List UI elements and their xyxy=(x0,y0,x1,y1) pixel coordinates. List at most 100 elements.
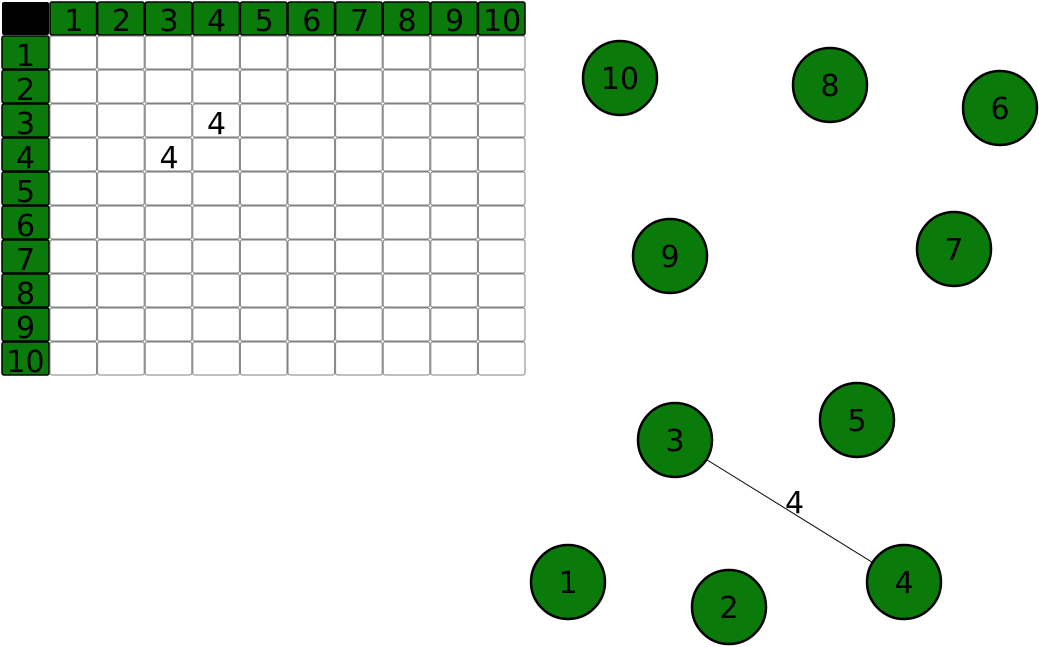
matrix-cell[interactable] xyxy=(239,35,288,70)
matrix-cell[interactable] xyxy=(97,137,145,172)
matrix-cell[interactable] xyxy=(335,137,383,172)
graph-node-10[interactable] xyxy=(581,39,659,117)
matrix-cell[interactable] xyxy=(192,171,240,206)
matrix-cell[interactable] xyxy=(97,239,145,274)
matrix-cell[interactable] xyxy=(97,103,145,138)
matrix-cell[interactable] xyxy=(97,273,145,308)
matrix-cell[interactable] xyxy=(192,35,240,70)
matrix-cell[interactable] xyxy=(430,69,478,104)
matrix-cell[interactable] xyxy=(335,103,383,138)
matrix-cell[interactable] xyxy=(239,239,288,274)
matrix-cell[interactable] xyxy=(287,137,336,172)
matrix-cell[interactable] xyxy=(382,273,431,308)
matrix-cell[interactable] xyxy=(97,307,145,342)
matrix-cell[interactable] xyxy=(382,35,431,70)
matrix-cell[interactable] xyxy=(144,273,193,308)
matrix-cell[interactable] xyxy=(144,205,193,240)
matrix-cell[interactable] xyxy=(287,171,336,206)
matrix-cell[interactable] xyxy=(144,69,193,104)
matrix-cell[interactable] xyxy=(144,239,193,274)
graph-node-2[interactable] xyxy=(690,568,768,646)
matrix-cell[interactable] xyxy=(49,69,98,104)
matrix-cell[interactable] xyxy=(49,239,98,274)
matrix-cell[interactable] xyxy=(49,307,98,342)
matrix-cell[interactable] xyxy=(430,307,478,342)
matrix-cell[interactable] xyxy=(192,239,240,274)
matrix-cell[interactable] xyxy=(239,273,288,308)
matrix-cell[interactable] xyxy=(477,307,526,342)
matrix-cell[interactable] xyxy=(49,103,98,138)
matrix-cell[interactable] xyxy=(97,171,145,206)
matrix-cell[interactable] xyxy=(144,307,193,342)
matrix-cell[interactable] xyxy=(239,137,288,172)
matrix-cell[interactable] xyxy=(287,69,336,104)
matrix-cell[interactable] xyxy=(192,307,240,342)
matrix-cell[interactable] xyxy=(335,307,383,342)
matrix-cell[interactable] xyxy=(382,239,431,274)
matrix-cell[interactable] xyxy=(144,137,193,172)
matrix-cell[interactable] xyxy=(382,307,431,342)
matrix-cell[interactable] xyxy=(192,137,240,172)
matrix-cell[interactable] xyxy=(144,171,193,206)
matrix-cell[interactable] xyxy=(430,171,478,206)
matrix-cell[interactable] xyxy=(49,137,98,172)
matrix-cell[interactable] xyxy=(287,35,336,70)
matrix-cell[interactable] xyxy=(382,103,431,138)
matrix-cell[interactable] xyxy=(477,205,526,240)
matrix-cell[interactable] xyxy=(97,69,145,104)
matrix-cell[interactable] xyxy=(144,35,193,70)
matrix-cell[interactable] xyxy=(477,35,526,70)
matrix-cell[interactable] xyxy=(477,273,526,308)
matrix-cell[interactable] xyxy=(477,103,526,138)
graph-node-8[interactable] xyxy=(791,46,869,124)
matrix-cell[interactable] xyxy=(49,35,98,70)
matrix-cell[interactable] xyxy=(382,171,431,206)
graph-node-5[interactable] xyxy=(818,381,896,459)
matrix-cell[interactable] xyxy=(477,137,526,172)
matrix-cell[interactable] xyxy=(335,171,383,206)
matrix-cell[interactable] xyxy=(335,69,383,104)
graph-node-6[interactable] xyxy=(961,69,1039,147)
matrix-cell[interactable] xyxy=(239,341,288,376)
matrix-cell[interactable] xyxy=(144,341,193,376)
matrix-cell[interactable] xyxy=(287,273,336,308)
matrix-cell[interactable] xyxy=(192,69,240,104)
matrix-cell[interactable] xyxy=(192,103,240,138)
matrix-cell[interactable] xyxy=(477,69,526,104)
graph-node-3[interactable] xyxy=(636,401,714,479)
graph-node-7[interactable] xyxy=(915,210,993,288)
matrix-cell[interactable] xyxy=(287,103,336,138)
matrix-cell[interactable] xyxy=(335,273,383,308)
matrix-cell[interactable] xyxy=(287,307,336,342)
graph-node-9[interactable] xyxy=(631,217,709,295)
matrix-cell[interactable] xyxy=(430,205,478,240)
matrix-cell[interactable] xyxy=(430,273,478,308)
matrix-cell[interactable] xyxy=(97,341,145,376)
matrix-cell[interactable] xyxy=(430,103,478,138)
matrix-cell[interactable] xyxy=(239,307,288,342)
graph-node-4[interactable] xyxy=(865,543,943,621)
matrix-cell[interactable] xyxy=(430,341,478,376)
matrix-cell[interactable] xyxy=(335,205,383,240)
matrix-cell[interactable] xyxy=(144,103,193,138)
matrix-cell[interactable] xyxy=(477,239,526,274)
matrix-cell[interactable] xyxy=(287,205,336,240)
matrix-cell[interactable] xyxy=(239,69,288,104)
graph-node-1[interactable] xyxy=(529,543,607,621)
matrix-cell[interactable] xyxy=(287,239,336,274)
matrix-cell[interactable] xyxy=(382,205,431,240)
matrix-cell[interactable] xyxy=(430,239,478,274)
matrix-cell[interactable] xyxy=(335,341,383,376)
matrix-cell[interactable] xyxy=(97,205,145,240)
matrix-cell[interactable] xyxy=(49,341,98,376)
matrix-cell[interactable] xyxy=(287,341,336,376)
matrix-cell[interactable] xyxy=(192,205,240,240)
matrix-cell[interactable] xyxy=(477,171,526,206)
matrix-cell[interactable] xyxy=(335,35,383,70)
matrix-cell[interactable] xyxy=(192,341,240,376)
matrix-cell[interactable] xyxy=(382,69,431,104)
matrix-cell[interactable] xyxy=(239,171,288,206)
matrix-cell[interactable] xyxy=(382,341,431,376)
matrix-cell[interactable] xyxy=(97,35,145,70)
matrix-cell[interactable] xyxy=(239,103,288,138)
